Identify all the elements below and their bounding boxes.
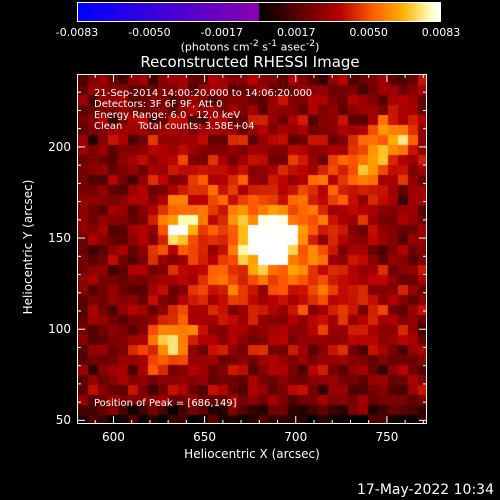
units-mid2: asec (277, 40, 306, 54)
y-tick-label: 200 (48, 139, 71, 154)
colorbar-tick-label: 0.0083 (421, 26, 461, 39)
x-tick-label: 750 (375, 430, 399, 444)
colorbar-gradient (77, 2, 441, 22)
y-tick-label: 100 (48, 322, 71, 337)
x-tick-label: 650 (193, 430, 217, 444)
heatmap-image (78, 75, 426, 423)
colorbar-tick-label: -0.0050 (128, 26, 171, 39)
units-end: ) (315, 40, 320, 54)
annotation-clean-counts: Clean Total counts: 3.58E+04 (94, 121, 255, 132)
y-tick-label: 150 (48, 231, 71, 246)
colorbar (77, 2, 441, 22)
x-tick-label: 700 (284, 430, 308, 444)
units-exp1: -2 (249, 38, 259, 49)
units-base: (photons cm (180, 40, 250, 54)
footer-date: 17-May-2022 10:34 (356, 482, 494, 498)
colorbar-units: (photons cm-2 s-1 asec-2) (0, 38, 500, 54)
colorbar-tick-label: 0.0050 (349, 26, 388, 39)
annotation-energy-range: Energy Range: 6.0 - 12.0 keV (94, 110, 241, 121)
x-tick-label: 600 (102, 430, 125, 444)
y-axis-label: Heliocentric Y (arcsec) (21, 179, 35, 315)
x-axis-label: Heliocentric X (arcsec) (184, 447, 320, 461)
colorbar-tick-label: 0.0017 (277, 26, 316, 39)
annotation-peak-position: Position of Peak = [686,149] (94, 398, 237, 409)
colorbar-tick-label: -0.0083 (55, 26, 99, 39)
colorbar-tick-label: -0.0017 (200, 26, 243, 39)
plot-area: 21-Sep-2014 14:00:20.000 to 14:06:20.000… (77, 74, 427, 424)
annotation-detectors: Detectors: 3F 6F 9F, Att 0 (94, 99, 223, 110)
units-exp3: -2 (305, 38, 316, 49)
units-mid1: s (258, 40, 268, 54)
chart-title: Reconstructed RHESSI Image (140, 53, 360, 71)
annotation-time-range: 21-Sep-2014 14:00:20.000 to 14:06:20.000 (94, 88, 313, 99)
units-exp2: -1 (267, 38, 278, 49)
y-tick-label: 50 (55, 413, 71, 428)
